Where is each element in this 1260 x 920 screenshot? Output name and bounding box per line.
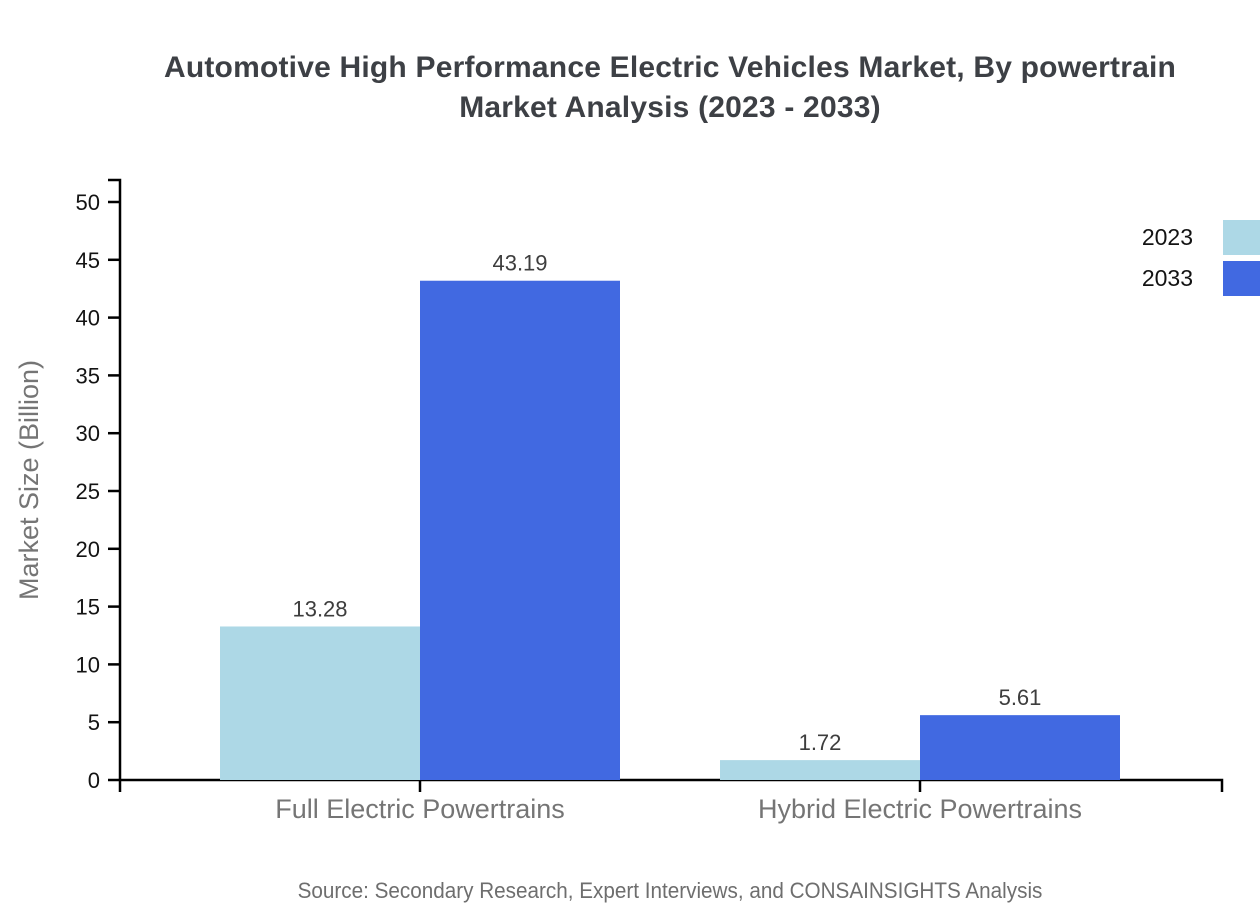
y-tick-label: 5: [88, 710, 100, 735]
y-tick-label: 40: [76, 306, 100, 331]
bar-2033-1: [920, 715, 1120, 780]
bar-2033-0: [420, 280, 620, 780]
legend-label: 2033: [1141, 265, 1193, 291]
bar-value-label: 5.61: [999, 685, 1042, 710]
bar-value-label: 1.72: [799, 730, 842, 755]
legend-swatch: [1223, 261, 1260, 296]
y-tick-label: 0: [88, 768, 100, 793]
legend-item-2023: 2023: [1142, 220, 1260, 255]
x-axis-line: [118, 778, 1224, 792]
bar-value-label: 13.28: [292, 596, 347, 621]
legend-label: 2023: [1141, 224, 1193, 250]
legend-swatch: [1223, 220, 1260, 255]
y-axis-title: Market Size (Billion): [14, 360, 44, 600]
y-tick-label: 10: [76, 652, 100, 677]
x-category-label: Full Electric Powertrains: [275, 794, 565, 824]
source-attribution: Source: Secondary Research, Expert Inter…: [297, 878, 1043, 903]
y-tick-label: 35: [76, 363, 100, 388]
x-category-label: Hybrid Electric Powertrains: [758, 794, 1082, 824]
legend-item-2033: 2033: [1142, 261, 1260, 296]
y-tick-label: 45: [76, 248, 100, 273]
bar-2023-0: [220, 626, 420, 780]
y-tick-label: 15: [76, 595, 100, 620]
y-tick-label: 50: [76, 190, 100, 215]
y-axis-line: [108, 178, 122, 780]
bar-2023-1: [720, 760, 920, 780]
y-tick-label: 25: [76, 479, 100, 504]
chart-title-line1: Automotive High Performance Electric Veh…: [163, 51, 1177, 84]
y-tick-label: 20: [76, 537, 100, 562]
bar-value-label: 43.19: [492, 251, 547, 276]
chart-title-line2: Market Analysis (2023 - 2033): [459, 91, 881, 124]
chart-title: Automotive High Performance Electric Veh…: [120, 48, 1220, 128]
legend: 2023 2033: [1142, 220, 1260, 296]
y-tick-label: 30: [76, 421, 100, 446]
